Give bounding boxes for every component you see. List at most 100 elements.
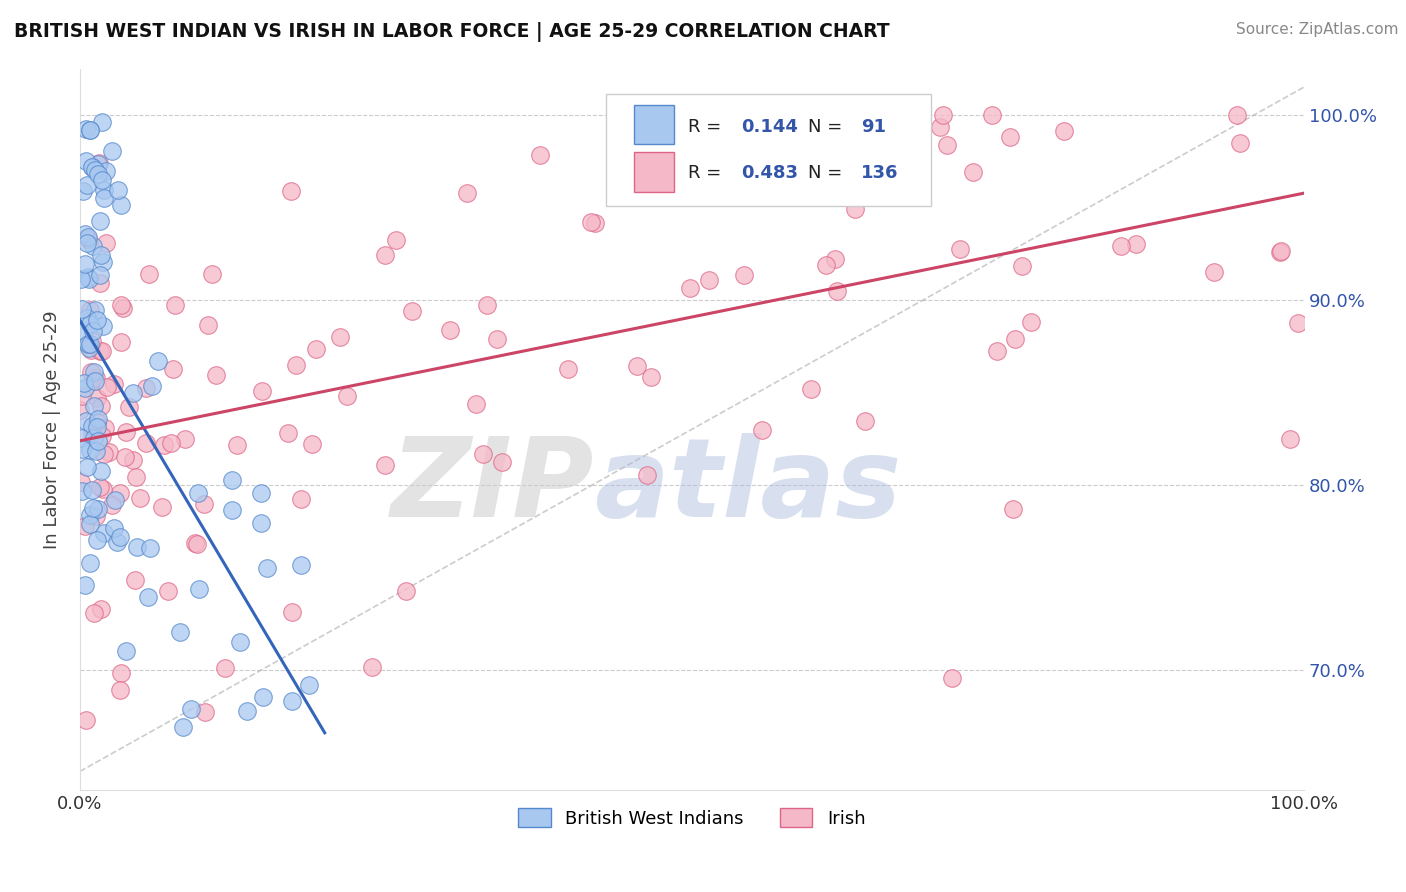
Point: [124, 573, 146, 587]
Point: [193, 497, 215, 511]
Point: [91, 482, 114, 496]
Point: [94, 421, 117, 435]
Point: [141, 379, 163, 393]
Point: [84, 371, 107, 385]
Point: [77, 341, 100, 355]
Point: [165, 298, 187, 312]
Point: [640, 370, 662, 384]
Point: [998, 130, 1021, 145]
Point: [1011, 259, 1033, 273]
Point: [75, 154, 97, 169]
Point: [114, 450, 136, 465]
Point: [221, 473, 243, 487]
Point: [125, 470, 148, 484]
Point: [75, 381, 97, 395]
Point: [1202, 265, 1225, 279]
Point: [281, 605, 304, 619]
Point: [583, 216, 606, 230]
Point: [76, 459, 98, 474]
Point: [104, 493, 127, 508]
Point: [82, 500, 104, 515]
Point: [800, 382, 823, 396]
Point: [169, 624, 191, 639]
Point: [93, 191, 115, 205]
Point: [87, 501, 110, 516]
Point: [79, 302, 101, 317]
Point: [456, 186, 478, 200]
Point: [87, 157, 110, 171]
Point: [188, 582, 211, 596]
Point: [75, 414, 97, 428]
Text: 0.483: 0.483: [741, 164, 799, 182]
Point: [79, 556, 101, 570]
Point: [79, 337, 101, 351]
Point: [80, 366, 103, 380]
Point: [86, 533, 108, 548]
Point: [101, 144, 124, 158]
Point: [936, 138, 959, 153]
Point: [894, 108, 917, 122]
Text: atlas: atlas: [595, 434, 901, 541]
Point: [91, 344, 114, 359]
Point: [80, 418, 103, 433]
Point: [465, 397, 488, 411]
Point: [89, 156, 111, 170]
Point: [108, 682, 131, 697]
Point: [401, 304, 423, 318]
Point: [70, 475, 93, 490]
Point: [475, 298, 498, 312]
Point: [229, 635, 252, 649]
Point: [172, 720, 194, 734]
Point: [86, 313, 108, 327]
Point: [1109, 238, 1132, 252]
Point: [135, 381, 157, 395]
Point: [75, 713, 97, 727]
Point: [93, 183, 115, 197]
Point: [105, 535, 128, 549]
Point: [91, 255, 114, 269]
Text: BRITISH WEST INDIAN VS IRISH IN LABOR FORCE | AGE 25-29 CORRELATION CHART: BRITISH WEST INDIAN VS IRISH IN LABOR FO…: [14, 22, 890, 42]
Y-axis label: In Labor Force | Age 25-29: In Labor Force | Age 25-29: [44, 310, 60, 549]
Point: [76, 230, 98, 244]
Point: [962, 165, 984, 179]
Point: [986, 344, 1008, 359]
Point: [103, 376, 125, 391]
Point: [79, 442, 101, 457]
Point: [374, 248, 396, 262]
Point: [1053, 124, 1076, 138]
Point: [108, 530, 131, 544]
Point: [290, 558, 312, 573]
Point: [613, 183, 636, 197]
Point: [90, 248, 112, 262]
Point: [80, 334, 103, 349]
Point: [138, 541, 160, 555]
Point: [90, 172, 112, 186]
Bar: [634, 152, 673, 192]
Point: [93, 525, 115, 540]
Point: [83, 302, 105, 317]
Point: [121, 385, 143, 400]
Point: [112, 301, 135, 315]
Point: [471, 447, 494, 461]
Point: [83, 606, 105, 620]
Point: [626, 359, 648, 373]
Point: [249, 485, 271, 500]
Point: [361, 660, 384, 674]
Point: [82, 160, 104, 174]
Point: [75, 121, 97, 136]
Point: [1286, 316, 1309, 330]
Point: [79, 517, 101, 532]
Point: [301, 437, 323, 451]
Point: [853, 414, 876, 428]
Point: [146, 354, 169, 368]
Point: [103, 521, 125, 535]
Point: [89, 214, 111, 228]
Text: 0.144: 0.144: [741, 118, 797, 136]
Point: [82, 373, 104, 387]
Point: [70, 272, 93, 286]
Text: ZIP: ZIP: [391, 434, 595, 541]
Text: N =: N =: [808, 164, 848, 182]
Point: [86, 391, 108, 405]
Point: [93, 447, 115, 461]
Point: [1229, 136, 1251, 150]
